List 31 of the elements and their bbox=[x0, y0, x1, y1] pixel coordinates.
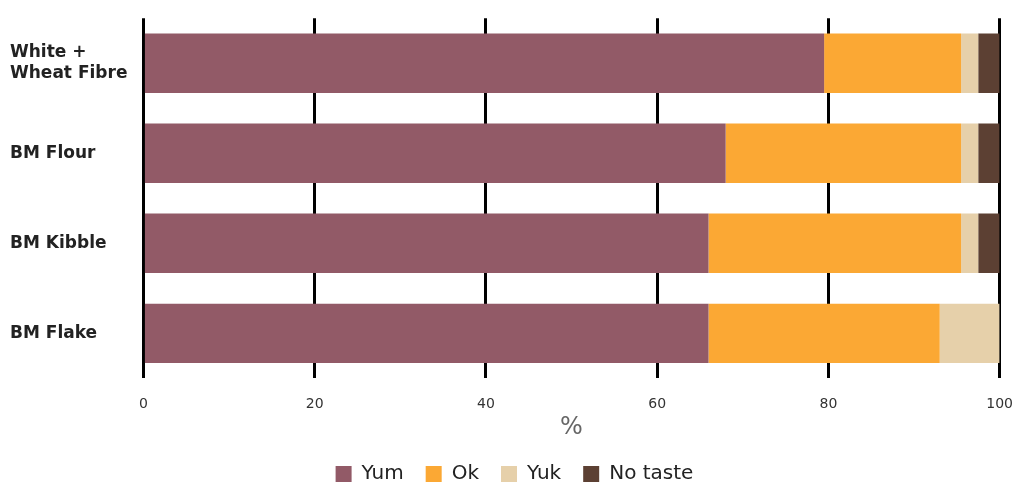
x-tick-label: 0 bbox=[138, 395, 148, 412]
category-label: Wheat Fibre bbox=[10, 61, 128, 82]
x-axis-title: % bbox=[560, 411, 583, 440]
bar bbox=[708, 303, 940, 364]
bar bbox=[961, 123, 979, 183]
bar bbox=[824, 33, 962, 93]
legend-label: No taste bbox=[609, 460, 694, 485]
legend-label: Ok bbox=[451, 460, 480, 485]
bar bbox=[961, 33, 979, 93]
bar bbox=[708, 213, 962, 274]
bar bbox=[961, 213, 979, 274]
x-tick-label: 60 bbox=[648, 395, 667, 412]
x-tick-label: 80 bbox=[819, 395, 838, 412]
bar bbox=[978, 33, 1000, 93]
bar bbox=[144, 33, 825, 93]
x-tick-label: 100 bbox=[986, 395, 1014, 412]
x-tick-label: 40 bbox=[477, 395, 495, 412]
legend-label: Yuk bbox=[526, 460, 562, 485]
y-tick-label: BM Flake bbox=[10, 321, 98, 342]
legend-label: Yum bbox=[360, 460, 404, 485]
bar bbox=[144, 123, 726, 183]
bar bbox=[144, 213, 709, 274]
bar bbox=[144, 303, 709, 364]
bar bbox=[939, 303, 1000, 364]
category-label: White + bbox=[10, 41, 87, 62]
bar bbox=[978, 123, 1000, 183]
x-tick-label: 20 bbox=[305, 395, 324, 412]
y-tick-label: BM Flour bbox=[10, 141, 97, 162]
bar bbox=[978, 213, 1000, 274]
bar bbox=[725, 123, 962, 183]
y-tick-label: BM Kibble bbox=[10, 231, 107, 252]
